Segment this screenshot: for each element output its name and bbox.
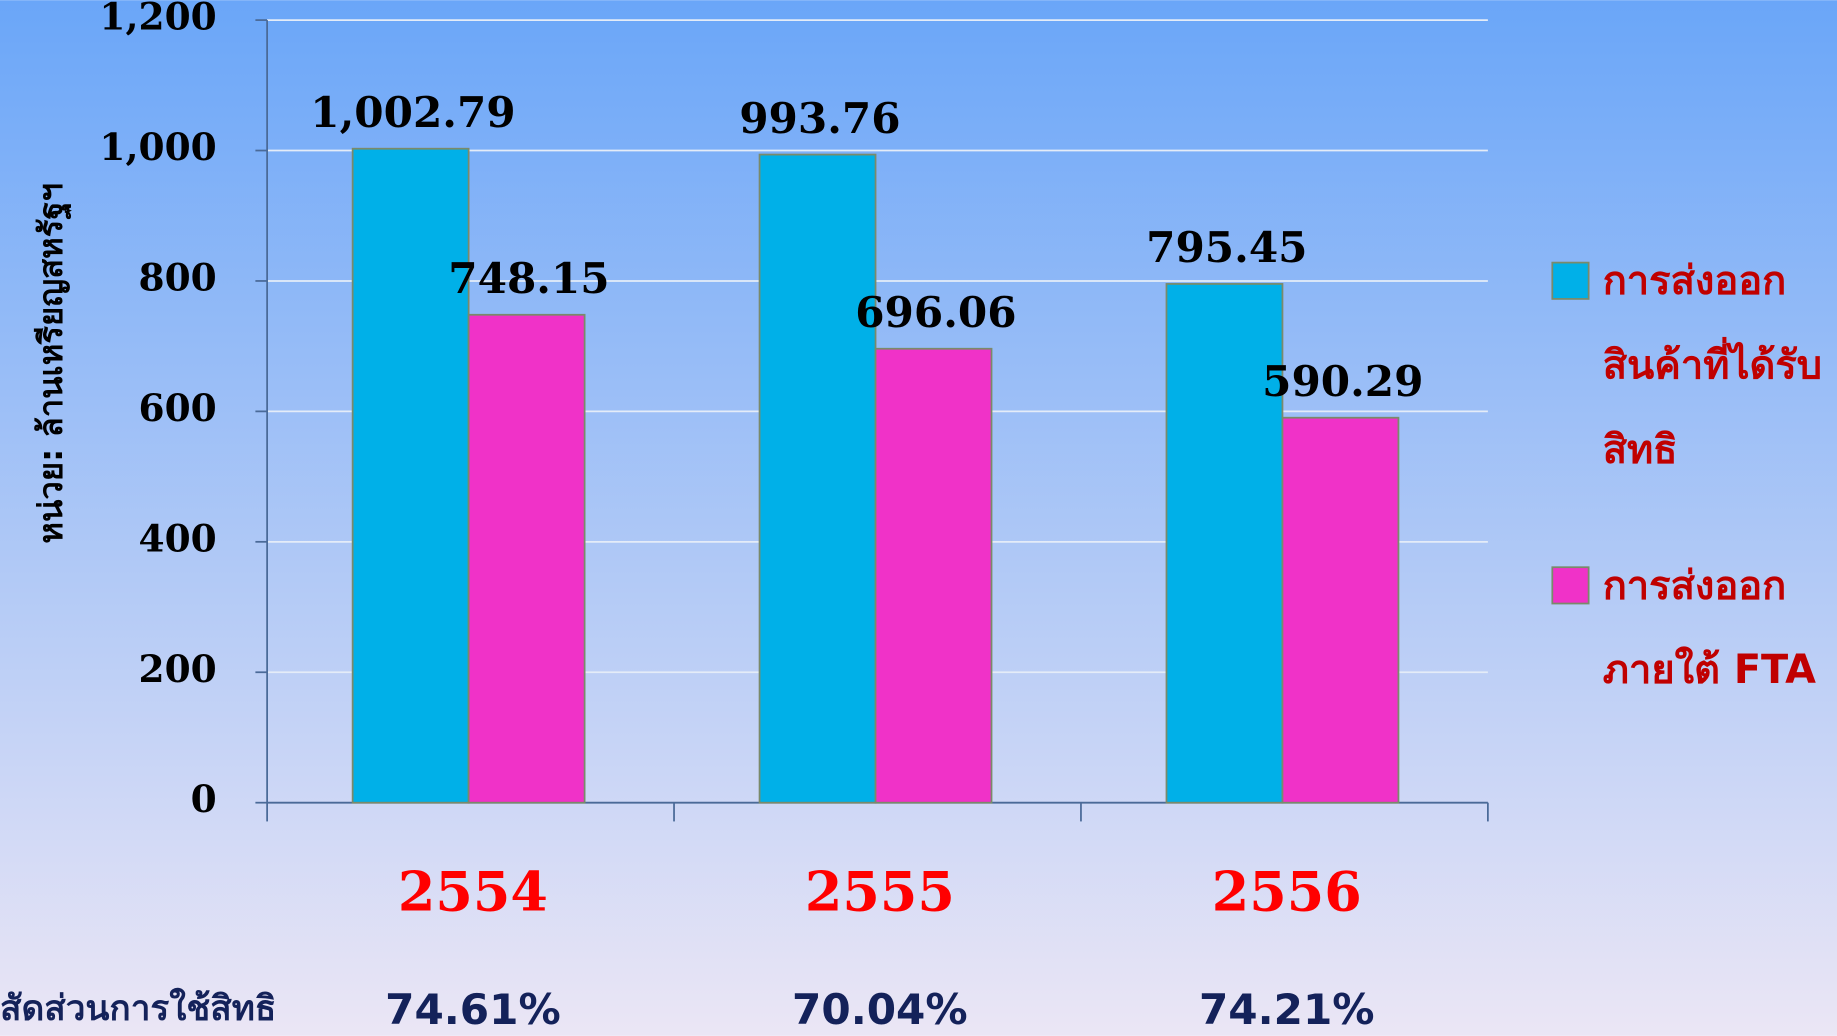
legend-label: การส่งออกสินค้าที่ได้รับสิทธิ <box>1602 257 1823 474</box>
legend-swatch <box>1551 261 1590 300</box>
value-label: 590.29 <box>1262 356 1423 406</box>
bar <box>1281 416 1400 804</box>
value-label: 1,002.79 <box>310 87 515 137</box>
x-tick-label: 2554 <box>398 860 548 924</box>
y-tick-label: 600 <box>139 386 217 430</box>
y-axis-label: หน่วย: ล้านเหรียญสหรัฐฯ <box>32 183 72 544</box>
legend-label: การส่งออกภายใต้ FTA <box>1602 562 1816 694</box>
ratio-label: สัดส่วนการใช้สิทธิ <box>0 987 276 1029</box>
y-tick-label: 800 <box>139 255 217 299</box>
bar <box>1165 283 1284 804</box>
legend-swatch <box>1551 566 1590 605</box>
ratio-value: 70.04% <box>792 985 968 1034</box>
y-tick-label: 1,000 <box>99 125 216 169</box>
y-tick-label: 400 <box>139 516 217 560</box>
bar <box>874 347 993 804</box>
ratio-value: 74.61% <box>385 985 561 1034</box>
ratio-value: 74.21% <box>1199 985 1375 1034</box>
value-label: 795.45 <box>1146 222 1307 272</box>
y-tick-label: 200 <box>139 647 217 691</box>
y-tick-label: 1,200 <box>99 0 216 39</box>
x-tick-label: 2556 <box>1212 860 1362 924</box>
value-label: 993.76 <box>739 93 900 143</box>
legend-entry: การส่งออกภายใต้ FTA <box>1602 562 1816 694</box>
x-tick-label: 2555 <box>805 860 955 924</box>
value-label: 748.15 <box>448 253 609 303</box>
bar <box>758 153 877 804</box>
legend-entry: การส่งออกสินค้าที่ได้รับสิทธิ <box>1602 257 1823 474</box>
bar <box>467 313 586 804</box>
bar <box>351 147 470 804</box>
value-label: 696.06 <box>855 287 1016 337</box>
y-tick-label: 0 <box>191 777 217 821</box>
